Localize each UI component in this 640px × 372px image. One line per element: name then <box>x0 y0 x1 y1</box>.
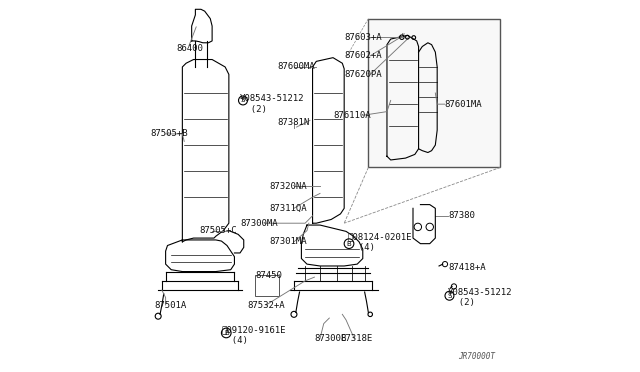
Text: 87505+C: 87505+C <box>199 226 237 235</box>
Bar <box>369 19 500 167</box>
Text: B: B <box>224 330 228 336</box>
Text: Ⓓ09120-9161E
  (4): Ⓓ09120-9161E (4) <box>221 325 286 344</box>
Text: 87600MA: 87600MA <box>277 62 315 71</box>
Text: 87532+A: 87532+A <box>248 301 285 310</box>
Bar <box>255 275 279 296</box>
Text: 87601MA: 87601MA <box>445 100 483 109</box>
Text: 87301MA: 87301MA <box>270 237 307 246</box>
Text: 87501A: 87501A <box>154 301 187 310</box>
Text: 87620PA: 87620PA <box>344 70 382 79</box>
Text: ¥08543-51212
  (2): ¥08543-51212 (2) <box>449 288 513 307</box>
Text: ⒲08124-0201E
  (4): ⒲08124-0201E (4) <box>348 232 412 251</box>
Text: 87318E: 87318E <box>340 334 372 343</box>
Text: 87505+B: 87505+B <box>151 129 188 138</box>
Text: 87311QA: 87311QA <box>270 204 307 213</box>
Text: 86400: 86400 <box>177 44 204 53</box>
Text: 87602+A: 87602+A <box>344 51 382 60</box>
Text: 87450: 87450 <box>255 271 282 280</box>
Text: 87300MA: 87300MA <box>240 219 278 228</box>
Text: S: S <box>241 97 245 103</box>
Text: 87380: 87380 <box>449 211 476 220</box>
Text: 87381N: 87381N <box>277 118 310 127</box>
Text: S: S <box>447 293 452 299</box>
Text: B: B <box>347 241 351 247</box>
Text: 87320NA: 87320NA <box>270 182 307 190</box>
Text: 876110A: 876110A <box>333 111 371 120</box>
Text: 87603+A: 87603+A <box>344 33 382 42</box>
Text: 87418+A: 87418+A <box>449 263 486 272</box>
Text: 87300E: 87300E <box>314 334 347 343</box>
Text: ¥08543-51212
  (2): ¥08543-51212 (2) <box>240 94 305 114</box>
Text: JR70000T: JR70000T <box>458 352 495 361</box>
